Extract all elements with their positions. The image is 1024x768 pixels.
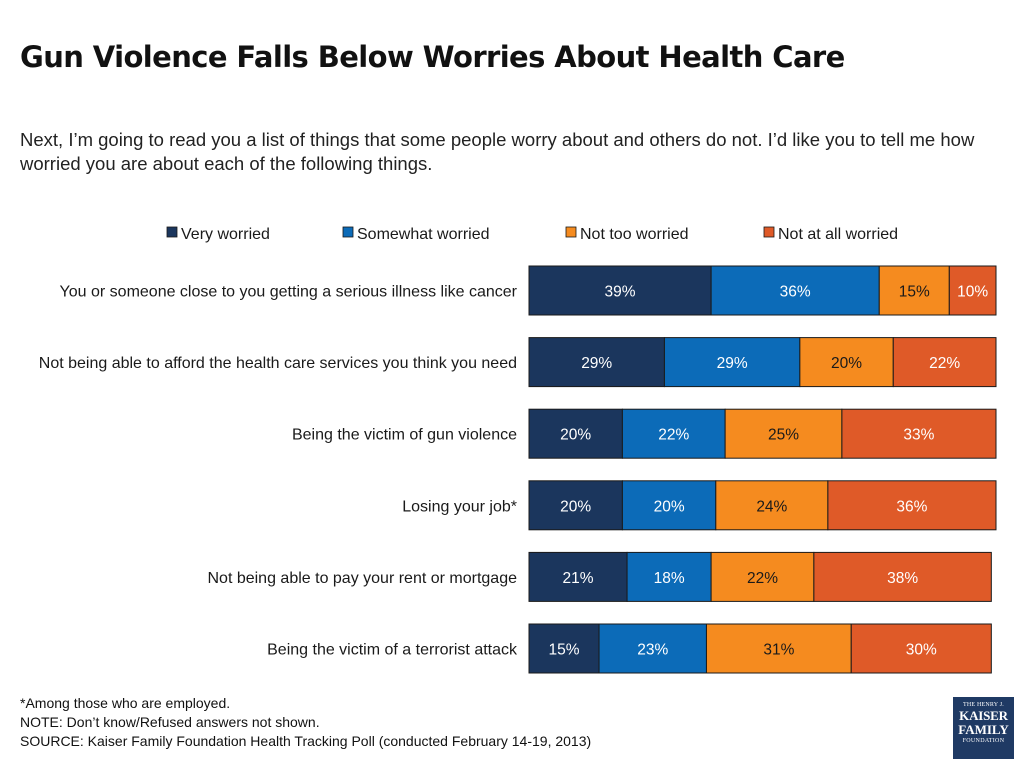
bar-somewhat-worried xyxy=(621,408,726,459)
data-label-not-at-all-worried: 22% xyxy=(929,355,960,372)
legend-label-not-at-all-worried: Not at all worried xyxy=(778,226,898,243)
data-label-very-worried: 15% xyxy=(549,642,580,659)
footnotes: *Among those who are employed. NOTE: Don… xyxy=(20,694,591,751)
bar-not-too-worried xyxy=(799,337,894,388)
legend-swatch-not-at-all-worried xyxy=(763,226,775,238)
legend-label-somewhat-worried: Somewhat worried xyxy=(357,226,490,243)
bar-very-worried xyxy=(528,623,600,674)
legend-swatch-somewhat-worried xyxy=(342,226,354,238)
legend-label-not-too-worried: Not too worried xyxy=(580,226,689,243)
bar-very-worried xyxy=(528,408,623,459)
bar-not-too-worried xyxy=(878,265,950,316)
footnote-note: NOTE: Don’t know/Refused answers not sho… xyxy=(20,714,320,730)
data-label-somewhat-worried: 20% xyxy=(654,498,685,515)
bar-very-worried xyxy=(528,337,665,388)
bar-not-too-worried xyxy=(715,480,829,531)
data-label-somewhat-worried: 36% xyxy=(780,284,811,301)
bar-very-worried xyxy=(528,265,712,316)
data-label-not-at-all-worried: 33% xyxy=(903,427,934,444)
data-label-very-worried: 20% xyxy=(560,498,591,515)
footnote-employed: *Among those who are employed. xyxy=(20,695,231,711)
chart-subtitle: Next, I’m going to read you a list of th… xyxy=(20,129,975,174)
data-label-somewhat-worried: 23% xyxy=(637,642,668,659)
legend-swatch-not-too-worried xyxy=(565,226,577,238)
category-label: Not being able to afford the health care… xyxy=(39,355,517,372)
data-label-very-worried: 39% xyxy=(605,284,636,301)
data-label-very-worried: 20% xyxy=(560,427,591,444)
category-label: You or someone close to you getting a se… xyxy=(60,284,518,301)
bar-somewhat-worried xyxy=(598,623,707,674)
kaiser-family-foundation-logo: THE HENRY J. KAISER FAMILY FOUNDATION xyxy=(953,697,1014,759)
bar-somewhat-worried xyxy=(621,480,717,531)
bar-not-at-all-worried xyxy=(827,480,997,531)
legend-label-very-worried: Very worried xyxy=(181,226,270,243)
data-label-somewhat-worried: 18% xyxy=(654,570,685,587)
legend-swatch-very-worried xyxy=(166,226,178,238)
bar-not-at-all-worried xyxy=(850,623,992,674)
bar-not-too-worried xyxy=(705,623,852,674)
data-label-not-at-all-worried: 38% xyxy=(887,570,918,587)
bar-not-too-worried xyxy=(710,551,815,602)
bar-somewhat-worried xyxy=(710,265,880,316)
data-label-somewhat-worried: 29% xyxy=(717,355,748,372)
logo-line-2: KAISER xyxy=(959,708,1008,723)
bar-not-at-all-worried xyxy=(841,408,997,459)
footnote-source: SOURCE: Kaiser Family Foundation Health … xyxy=(20,733,592,749)
data-label-not-too-worried: 25% xyxy=(768,427,799,444)
bar-somewhat-worried xyxy=(663,337,801,388)
data-label-not-too-worried: 15% xyxy=(899,284,930,301)
data-label-very-worried: 21% xyxy=(563,570,594,587)
category-label: Losing your job* xyxy=(402,498,517,515)
bar-not-at-all-worried xyxy=(813,551,992,602)
bar-very-worried xyxy=(528,480,623,531)
category-label: Being the victim of a terrorist attack xyxy=(267,642,518,659)
data-label-very-worried: 29% xyxy=(581,355,612,372)
data-label-not-too-worried: 24% xyxy=(756,498,787,515)
data-label-not-too-worried: 20% xyxy=(831,355,862,372)
bar-not-at-all-worried xyxy=(892,337,997,388)
logo-line-3: FAMILY xyxy=(958,722,1009,737)
bar-very-worried xyxy=(528,551,628,602)
stacked-bar-chart: Very worried Somewhat worried Not too worr… xyxy=(39,226,997,674)
category-label: Being the victim of gun violence xyxy=(292,427,517,444)
logo-line-1: THE HENRY J. xyxy=(962,702,1004,708)
category-label: Not being able to pay your rent or mortg… xyxy=(207,570,517,587)
bar-not-too-worried xyxy=(724,408,843,459)
data-label-not-too-worried: 31% xyxy=(763,642,794,659)
data-label-not-at-all-worried: 30% xyxy=(906,642,937,659)
chart-title: Gun Violence Falls Below Worries About H… xyxy=(20,40,845,74)
data-label-not-at-all-worried: 36% xyxy=(896,498,927,515)
logo-line-4: FOUNDATION xyxy=(962,738,1005,744)
data-label-not-at-all-worried: 10% xyxy=(957,284,988,301)
data-label-somewhat-worried: 22% xyxy=(658,427,689,444)
bar-not-at-all-worried xyxy=(948,265,997,316)
data-label-not-too-worried: 22% xyxy=(747,570,778,587)
